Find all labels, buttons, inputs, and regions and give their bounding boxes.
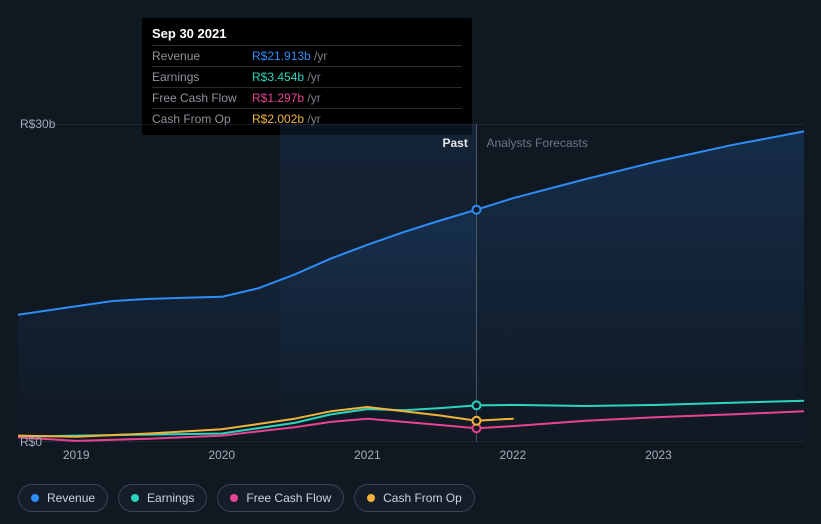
tooltip-row-value: R$1.297b /yr — [252, 88, 462, 109]
y-tick-label: R$30b — [20, 117, 55, 131]
region-label-forecast: Analysts Forecasts — [487, 136, 588, 150]
y-tick-label: R$0 — [20, 435, 42, 449]
tooltip-row-label: Free Cash Flow — [152, 88, 252, 109]
tooltip-row: EarningsR$3.454b /yr — [152, 67, 462, 88]
x-tick-label: 2020 — [208, 448, 235, 462]
legend-dot-icon — [31, 494, 39, 502]
legend-label: Revenue — [47, 491, 95, 505]
region-label-past: Past — [443, 136, 468, 150]
x-tick-label: 2019 — [63, 448, 90, 462]
hover-tooltip: Sep 30 2021 RevenueR$21.913b /yrEarnings… — [142, 18, 472, 135]
x-tick-label: 2023 — [645, 448, 672, 462]
legend-pill-free-cash-flow[interactable]: Free Cash Flow — [217, 484, 344, 512]
legend: Revenue Earnings Free Cash Flow Cash From O… — [18, 484, 475, 512]
legend-pill-cash-from-op[interactable]: Cash From Op — [354, 484, 475, 512]
tooltip-row: Free Cash FlowR$1.297b /yr — [152, 88, 462, 109]
tooltip-row-value: R$3.454b /yr — [252, 67, 462, 88]
tooltip-row-label: Revenue — [152, 46, 252, 67]
chart-area[interactable] — [18, 124, 804, 442]
legend-label: Cash From Op — [383, 491, 462, 505]
legend-label: Earnings — [147, 491, 194, 505]
legend-dot-icon — [131, 494, 139, 502]
chart-svg — [18, 124, 804, 442]
tooltip-row: RevenueR$21.913b /yr — [152, 46, 462, 67]
tooltip-table: RevenueR$21.913b /yrEarningsR$3.454b /yr… — [152, 45, 462, 129]
legend-dot-icon — [230, 494, 238, 502]
legend-pill-revenue[interactable]: Revenue — [18, 484, 108, 512]
x-tick-label: 2022 — [500, 448, 527, 462]
x-tick-label: 2021 — [354, 448, 381, 462]
legend-label: Free Cash Flow — [246, 491, 331, 505]
tooltip-row-label: Earnings — [152, 67, 252, 88]
tooltip-date: Sep 30 2021 — [152, 26, 462, 45]
legend-pill-earnings[interactable]: Earnings — [118, 484, 207, 512]
legend-dot-icon — [367, 494, 375, 502]
tooltip-row-value: R$21.913b /yr — [252, 46, 462, 67]
